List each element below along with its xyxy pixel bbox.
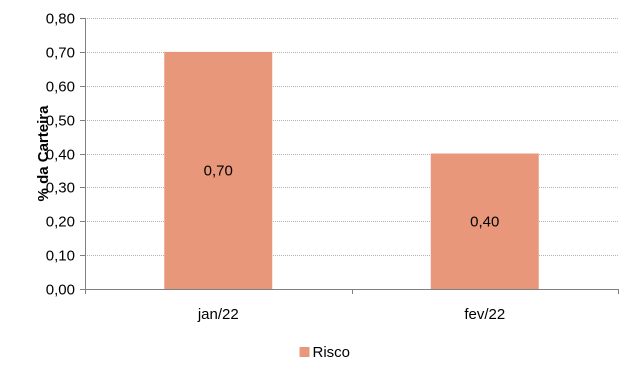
legend-label: Risco (313, 344, 351, 361)
y-tick-label: 0,50 (46, 113, 75, 130)
axes (80, 18, 619, 294)
x-tick-labels: jan/22 fev/22 (197, 306, 505, 323)
x-tick-label: jan/22 (197, 306, 239, 323)
y-tick-label: 0,10 (46, 248, 75, 265)
y-tick-label: 0,20 (46, 214, 75, 231)
y-tick-labels: 0,00 0,10 0,20 0,30 0,40 0,50 0,60 0,70 0,80 (46, 11, 75, 299)
bar-fev-22 (430, 153, 539, 289)
data-label: 0,70 (204, 162, 233, 179)
y-tick-label: 0,40 (46, 147, 75, 164)
data-label: 0,40 (470, 213, 499, 230)
y-tick-label: 0,70 (46, 45, 75, 62)
y-tick-label: 0,00 (46, 282, 75, 299)
bar-jan-22 (164, 51, 273, 289)
y-tick-label: 0,30 (46, 180, 75, 197)
bars (164, 51, 539, 289)
y-tick-label: 0,60 (46, 79, 75, 96)
y-tick-label: 0,80 (46, 11, 75, 28)
x-tick-label: fev/22 (464, 306, 505, 323)
legend-swatch (299, 347, 310, 357)
y-axis-title: % da Carteira (35, 105, 52, 202)
data-labels: 0,70 0,40 (204, 162, 500, 230)
legend: Risco (299, 344, 351, 361)
